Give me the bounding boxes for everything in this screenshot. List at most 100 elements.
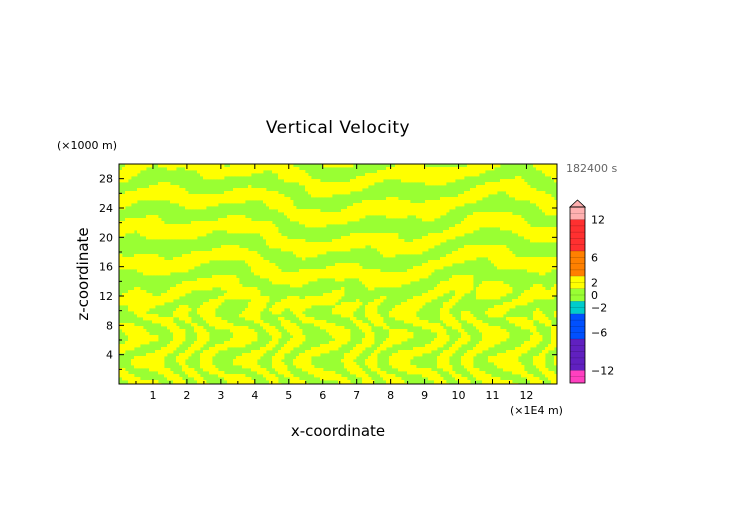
field-cell <box>419 371 423 375</box>
field-cell <box>176 257 180 261</box>
field-cell <box>416 209 420 213</box>
field-cell <box>533 236 537 240</box>
field-cell <box>473 227 477 231</box>
field-cell <box>419 320 423 324</box>
field-cell <box>347 266 351 270</box>
field-cell <box>524 326 528 330</box>
field-cell <box>410 251 414 255</box>
field-cell <box>503 245 507 249</box>
field-cell <box>419 251 423 255</box>
field-cell <box>377 350 381 354</box>
field-cell <box>497 293 501 297</box>
field-cell <box>434 287 438 291</box>
field-cell <box>203 176 207 180</box>
field-cell <box>128 167 132 171</box>
field-cell <box>380 200 384 204</box>
field-cell <box>164 317 168 321</box>
field-cell <box>356 182 360 186</box>
field-cell <box>401 278 405 282</box>
field-cell <box>305 320 309 324</box>
field-cell <box>305 281 309 285</box>
field-cell <box>539 167 543 171</box>
field-cell <box>431 236 435 240</box>
field-cell <box>209 200 213 204</box>
field-cell <box>272 311 276 315</box>
field-cell <box>446 320 450 324</box>
field-cell <box>407 332 411 336</box>
field-cell <box>401 170 405 174</box>
field-cell <box>422 374 426 378</box>
field-cell <box>305 188 309 192</box>
field-cell <box>506 335 510 339</box>
field-cell <box>488 344 492 348</box>
field-cell <box>215 173 219 177</box>
field-cell <box>386 209 390 213</box>
field-cell <box>422 215 426 219</box>
field-cell <box>512 254 516 258</box>
field-cell <box>143 332 147 336</box>
field-cell <box>176 338 180 342</box>
field-cell <box>290 326 294 330</box>
field-cell <box>308 362 312 366</box>
field-cell <box>530 326 534 330</box>
field-cell <box>518 179 522 183</box>
field-cell <box>257 365 261 369</box>
field-cell <box>527 194 531 198</box>
field-cell <box>314 188 318 192</box>
field-cell <box>251 197 255 201</box>
field-cell <box>497 308 501 312</box>
field-cell <box>410 275 414 279</box>
field-cell <box>416 170 420 174</box>
field-cell <box>200 359 204 363</box>
field-cell <box>305 185 309 189</box>
field-cell <box>329 242 333 246</box>
field-cell <box>554 239 557 243</box>
field-cell <box>365 185 369 189</box>
field-cell <box>224 251 228 255</box>
field-cell <box>143 254 147 258</box>
field-cell <box>206 317 210 321</box>
field-cell <box>209 170 213 174</box>
field-cell <box>473 173 477 177</box>
field-cell <box>473 197 477 201</box>
field-cell <box>371 206 375 210</box>
field-cell <box>197 308 201 312</box>
field-cell <box>170 167 174 171</box>
field-cell <box>554 329 557 333</box>
field-cell <box>428 323 432 327</box>
field-cell <box>302 308 306 312</box>
field-cell <box>140 254 144 258</box>
field-cell <box>287 272 291 276</box>
field-cell <box>536 266 540 270</box>
field-cell <box>551 266 555 270</box>
field-cell <box>128 302 132 306</box>
field-cell <box>257 305 261 309</box>
field-cell <box>356 305 360 309</box>
field-cell <box>431 209 435 213</box>
field-cell <box>392 236 396 240</box>
field-cell <box>230 278 234 282</box>
field-cell <box>272 266 276 270</box>
field-cell <box>230 341 234 345</box>
field-cell <box>143 257 147 261</box>
field-cell <box>266 275 270 279</box>
field-cell <box>443 314 447 318</box>
field-cell <box>401 167 405 171</box>
field-cell <box>329 371 333 375</box>
field-cell <box>407 362 411 366</box>
field-cell <box>134 167 138 171</box>
field-cell <box>470 365 474 369</box>
field-cell <box>221 275 225 279</box>
field-cell <box>458 173 462 177</box>
field-cell <box>332 347 336 351</box>
field-cell <box>377 275 381 279</box>
field-cell <box>173 197 177 201</box>
field-cell <box>281 194 285 198</box>
field-cell <box>440 173 444 177</box>
field-cell <box>344 209 348 213</box>
field-cell <box>278 200 282 204</box>
field-cell <box>518 188 522 192</box>
field-cell <box>332 191 336 195</box>
field-cell <box>353 263 357 267</box>
field-cell <box>191 347 195 351</box>
